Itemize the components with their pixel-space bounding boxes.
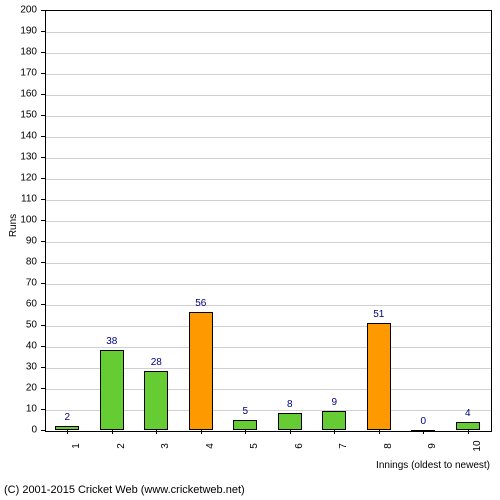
bar <box>233 420 257 431</box>
bar <box>55 426 79 430</box>
y-tick-label: 110 <box>0 194 37 205</box>
bar <box>322 411 346 430</box>
x-tick-label: 8 <box>383 443 394 449</box>
y-tick-label: 60 <box>0 299 37 310</box>
y-axis-label: Runs <box>8 214 19 237</box>
chart-container: 0102030405060708090100110120130140150160… <box>0 0 500 500</box>
bar <box>278 413 302 430</box>
y-tick-label: 130 <box>0 152 37 163</box>
bar <box>367 323 391 430</box>
bar-value-label: 9 <box>331 397 337 408</box>
y-tick-label: 120 <box>0 173 37 184</box>
bar <box>411 430 435 432</box>
x-tick-label: 3 <box>160 443 171 449</box>
x-tick-label: 10 <box>472 440 483 451</box>
y-tick-label: 80 <box>0 257 37 268</box>
x-tick-label: 6 <box>294 443 305 449</box>
bar-value-label: 51 <box>373 309 384 320</box>
y-tick-label: 150 <box>0 110 37 121</box>
y-tick-label: 30 <box>0 362 37 373</box>
x-tick-label: 9 <box>427 443 438 449</box>
x-tick-label: 7 <box>338 443 349 449</box>
y-tick-label: 180 <box>0 47 37 58</box>
y-tick-label: 140 <box>0 131 37 142</box>
y-tick-label: 170 <box>0 68 37 79</box>
bar-value-label: 56 <box>195 298 206 309</box>
bar-value-label: 8 <box>287 399 293 410</box>
y-tick-label: 50 <box>0 320 37 331</box>
y-tick-label: 10 <box>0 404 37 415</box>
bar-value-label: 28 <box>151 357 162 368</box>
copyright-text: (C) 2001-2015 Cricket Web (www.cricketwe… <box>4 484 245 496</box>
y-tick-label: 190 <box>0 26 37 37</box>
bar-value-label: 0 <box>420 416 426 427</box>
bar-value-label: 5 <box>242 406 248 417</box>
bar <box>189 312 213 430</box>
y-tick-label: 40 <box>0 341 37 352</box>
y-tick-label: 70 <box>0 278 37 289</box>
x-axis-label: Innings (oldest to newest) <box>376 460 490 471</box>
y-tick-label: 0 <box>0 425 37 436</box>
x-tick-label: 2 <box>116 443 127 449</box>
bar-value-label: 2 <box>64 412 70 423</box>
y-tick-label: 160 <box>0 89 37 100</box>
x-tick-label: 1 <box>71 443 82 449</box>
x-tick-label: 4 <box>205 443 216 449</box>
bar-value-label: 4 <box>465 408 471 419</box>
bar <box>144 371 168 430</box>
y-tick-label: 20 <box>0 383 37 394</box>
bar-value-label: 38 <box>106 336 117 347</box>
bar <box>456 422 480 430</box>
bar <box>100 350 124 430</box>
y-tick-label: 200 <box>0 5 37 16</box>
x-tick-label: 5 <box>249 443 260 449</box>
